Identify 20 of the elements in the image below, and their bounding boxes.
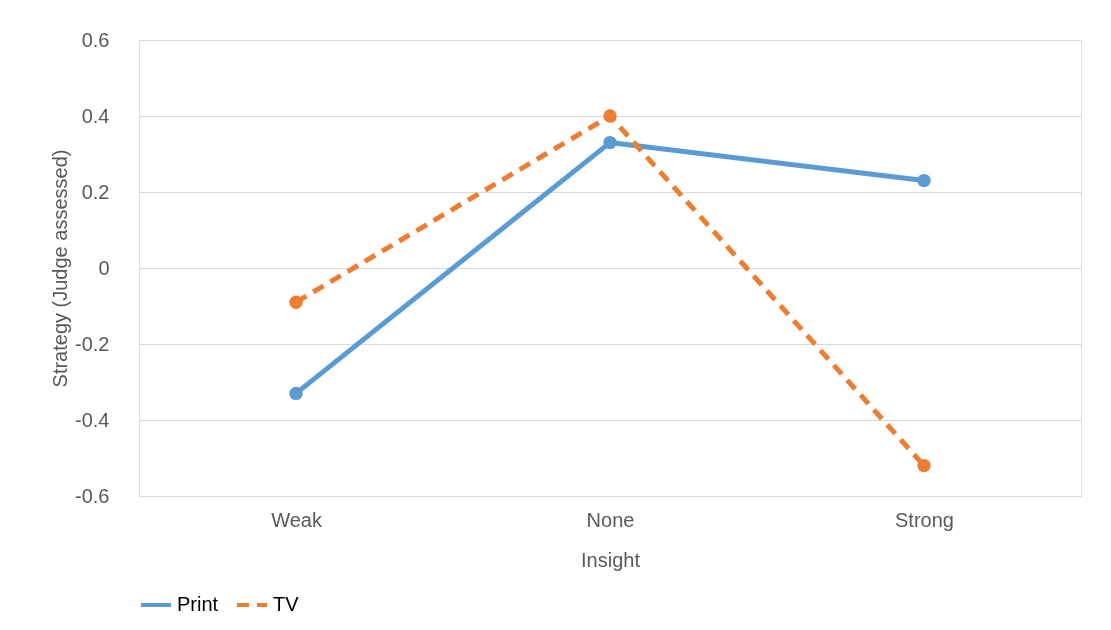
y-tick-label: 0 <box>98 256 110 279</box>
x-axis-title: Insight <box>581 548 641 571</box>
y-tick-label: -0.6 <box>75 484 110 507</box>
x-tick-label: Weak <box>271 508 323 531</box>
point <box>603 109 617 123</box>
point <box>917 458 931 473</box>
legend-label: Print <box>177 593 219 615</box>
y-tick-label: 0.4 <box>81 104 110 127</box>
y-axis-title: Strategy (Judge assessed) <box>49 149 72 388</box>
y-tick-label: -0.4 <box>75 408 110 431</box>
x-tick-label: Strong <box>895 508 954 531</box>
point <box>289 386 303 401</box>
y-tick-label: 0.2 <box>81 180 110 203</box>
point <box>603 135 617 150</box>
y-tick-label: 0.6 <box>81 28 110 51</box>
x-tick-label: None <box>586 508 635 531</box>
point <box>289 295 303 309</box>
legend-label: TV <box>273 593 300 615</box>
point <box>917 173 931 188</box>
y-tick-label: -0.2 <box>75 332 110 355</box>
